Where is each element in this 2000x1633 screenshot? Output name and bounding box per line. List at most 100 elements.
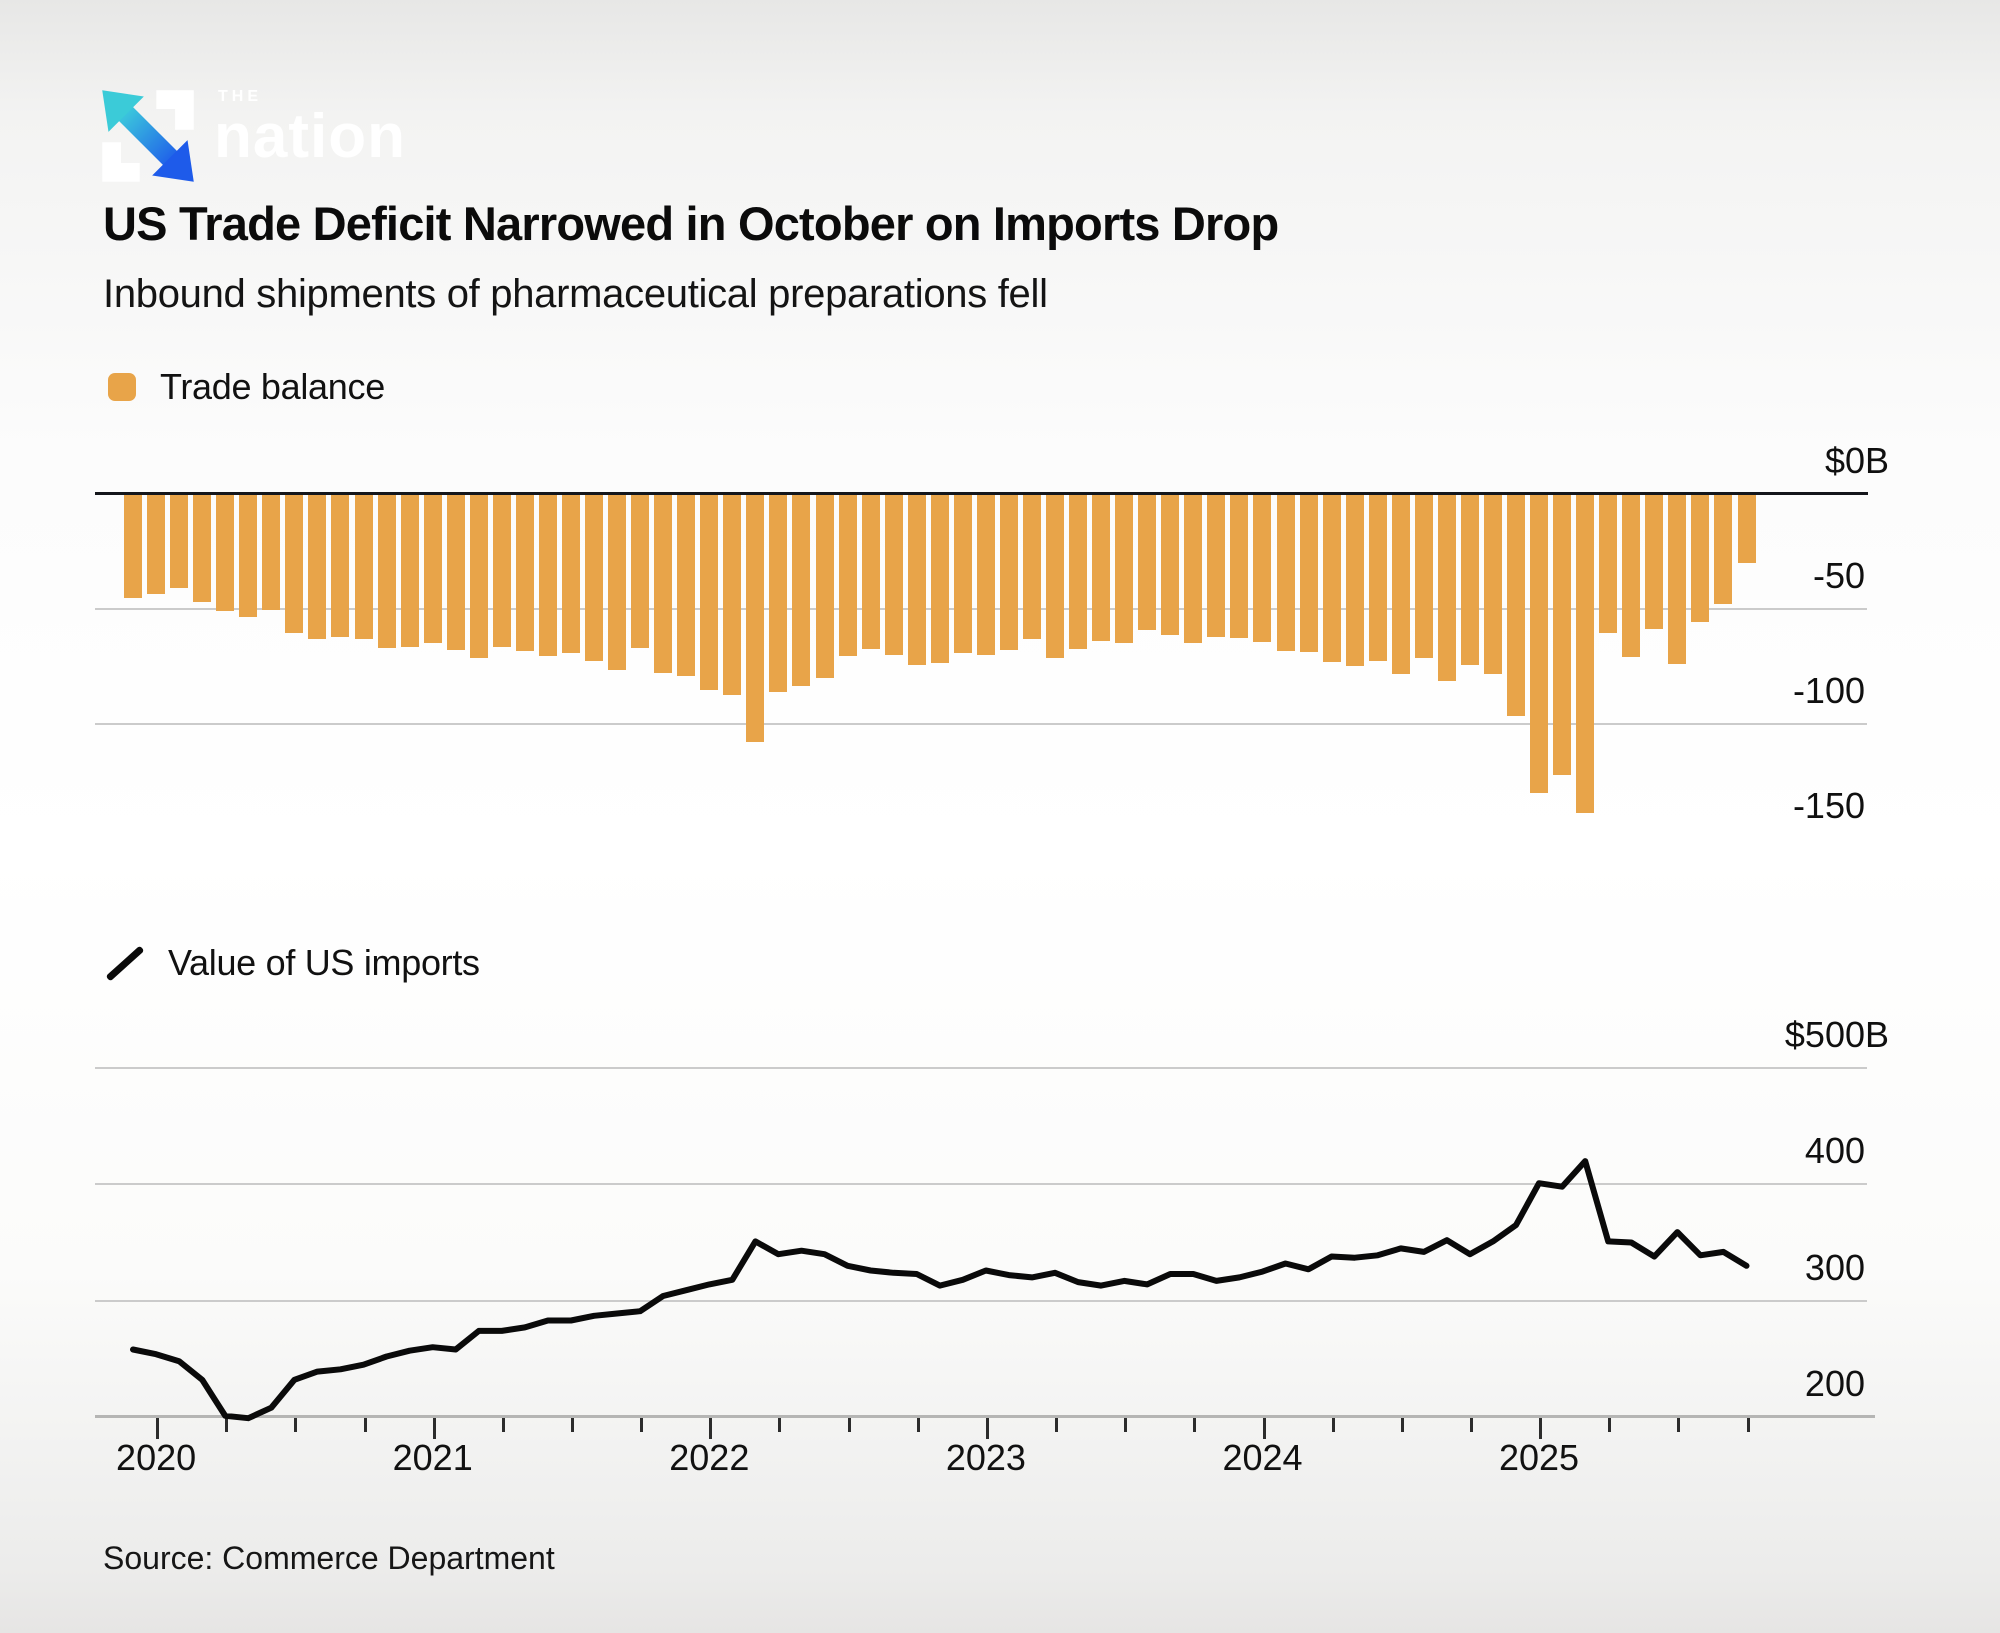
- trade-balance-bar: [262, 494, 281, 610]
- trade-balance-bar: [608, 494, 627, 670]
- trade-balance-bar: [1299, 494, 1318, 652]
- trade-balance-bar: [1022, 494, 1041, 640]
- imports-line-series: [130, 1158, 1750, 1422]
- trade-balance-bar: [239, 494, 258, 617]
- quarter-tick: [1124, 1418, 1128, 1432]
- wordmark-nation: nation: [214, 102, 406, 171]
- trade-balance-bar: [538, 494, 557, 657]
- nation-logo-icon: [102, 90, 194, 182]
- trade-balance-bar: [1507, 494, 1525, 716]
- trade-balance-bar: [654, 494, 673, 674]
- quarter-tick: [1400, 1418, 1404, 1432]
- trade-balance-bar: [423, 494, 442, 644]
- quarter-tick: [1055, 1418, 1058, 1432]
- gridline-400: [95, 1183, 1867, 1186]
- year-label-2021: 2021: [392, 1437, 473, 1478]
- trade-balance-bar: [1576, 494, 1595, 813]
- trade-balance-bar: [1207, 494, 1226, 637]
- trade-balance-bar: [1599, 494, 1618, 634]
- trade-balance-bar: [815, 494, 834, 678]
- quarter-tick: [1677, 1418, 1681, 1432]
- trade-balance-bar: [446, 494, 465, 650]
- trade-balance-bar: [515, 494, 534, 652]
- trade-balance-bar: [1322, 494, 1341, 663]
- page-title: US Trade Deficit Narrowed in October on …: [103, 197, 1279, 250]
- year-tick: [709, 1418, 713, 1439]
- quarter-tick: [294, 1418, 298, 1432]
- trade-balance-bar: [1530, 494, 1549, 793]
- legend-us-imports-label: Value of US imports: [168, 942, 480, 983]
- nation-wordmark: THE nation: [214, 88, 406, 168]
- trade-balance-bar: [1092, 494, 1111, 641]
- quarter-tick: [363, 1418, 367, 1432]
- quarter-tick: [1608, 1418, 1612, 1432]
- y-axis-label--150: -150: [1792, 785, 1865, 826]
- year-label-2023: 2023: [945, 1437, 1026, 1478]
- quarter-tick: [778, 1418, 782, 1432]
- trade-balance-bar: [492, 494, 511, 647]
- trade-balance-bar: [1737, 494, 1756, 563]
- y-axis-label--100: -100: [1792, 670, 1865, 711]
- trade-balance-bar: [1138, 494, 1157, 630]
- trade-balance-bar: [285, 494, 304, 633]
- trade-balance-bar: [700, 494, 719, 691]
- trade-balance-bar: [792, 494, 811, 686]
- year-tick: [432, 1418, 436, 1439]
- trade-balance-bar: [331, 494, 350, 637]
- trade-balance-bar: [1046, 494, 1064, 659]
- gridline-500B: [95, 1067, 1867, 1070]
- y-axis-label-500B: $500 B: [1784, 1014, 1890, 1056]
- year-label-2025: 2025: [1498, 1437, 1580, 1478]
- trade-balance-bar: [976, 494, 995, 655]
- year-tick: [156, 1418, 160, 1439]
- trade-balance-bar: [1184, 494, 1203, 643]
- quarter-tick: [225, 1418, 229, 1432]
- year-label-2024: 2024: [1222, 1437, 1303, 1478]
- trade-balance-bar: [1668, 494, 1687, 665]
- trade-balance-bar: [400, 494, 419, 647]
- x-axis-line: [95, 1415, 1875, 1418]
- trade-balance-bar: [1391, 494, 1410, 675]
- trade-balance-bar: [838, 494, 857, 656]
- trade-balance-bar: [1368, 494, 1387, 662]
- trade-balance-bar: [1414, 494, 1433, 658]
- trade-balance-bar: [147, 494, 166, 595]
- trade-balance-bar: [1161, 494, 1180, 636]
- trade-balance-bar: [1115, 494, 1134, 644]
- trade-balance-bar: [1714, 494, 1733, 605]
- quarter-tick: [501, 1418, 505, 1432]
- quarter-tick: [847, 1418, 851, 1432]
- trade-balance-bar: [354, 494, 373, 639]
- trade-balance-bar: [170, 494, 189, 589]
- trade-balance-bar: [884, 494, 903, 655]
- trade-balance-bar: [469, 494, 488, 658]
- quarter-tick: [640, 1418, 644, 1432]
- quarter-tick: [916, 1418, 920, 1432]
- trade-balance-bar: [769, 494, 788, 692]
- trade-balance-bar: [930, 494, 949, 663]
- trade-balance-bar: [308, 494, 327, 640]
- trade-balance-bar: [1345, 494, 1364, 666]
- trade-balance-bar: [631, 494, 650, 649]
- quarter-tick: [1469, 1418, 1473, 1432]
- trade-balance-bar: [1069, 494, 1088, 649]
- quarter-tick: [1746, 1418, 1750, 1432]
- y-axis-label-300: 300: [1804, 1246, 1865, 1288]
- trade-balance-bar: [561, 494, 580, 654]
- trade-balance-bar: [1691, 494, 1710, 622]
- trade-balance-bar: [1483, 494, 1502, 674]
- y-axis-label-200: 200: [1804, 1363, 1865, 1404]
- legend-us-imports: Value of US imports: [104, 942, 480, 984]
- trade-balance-bar: [1253, 494, 1272, 642]
- trade-balance-bar: [907, 494, 926, 666]
- trade-balance-bar: [1230, 494, 1249, 638]
- trade-balance-bar: [1645, 494, 1664, 629]
- legend-trade-balance: Trade balance: [108, 366, 385, 408]
- trade-balance-bar: [723, 494, 742, 695]
- y-axis-label-0B: $0 B: [1824, 440, 1890, 481]
- trade-balance-bar: [746, 494, 765, 742]
- trade-balance-bar: [861, 494, 880, 649]
- trade-balance-swatch-icon: [108, 373, 136, 401]
